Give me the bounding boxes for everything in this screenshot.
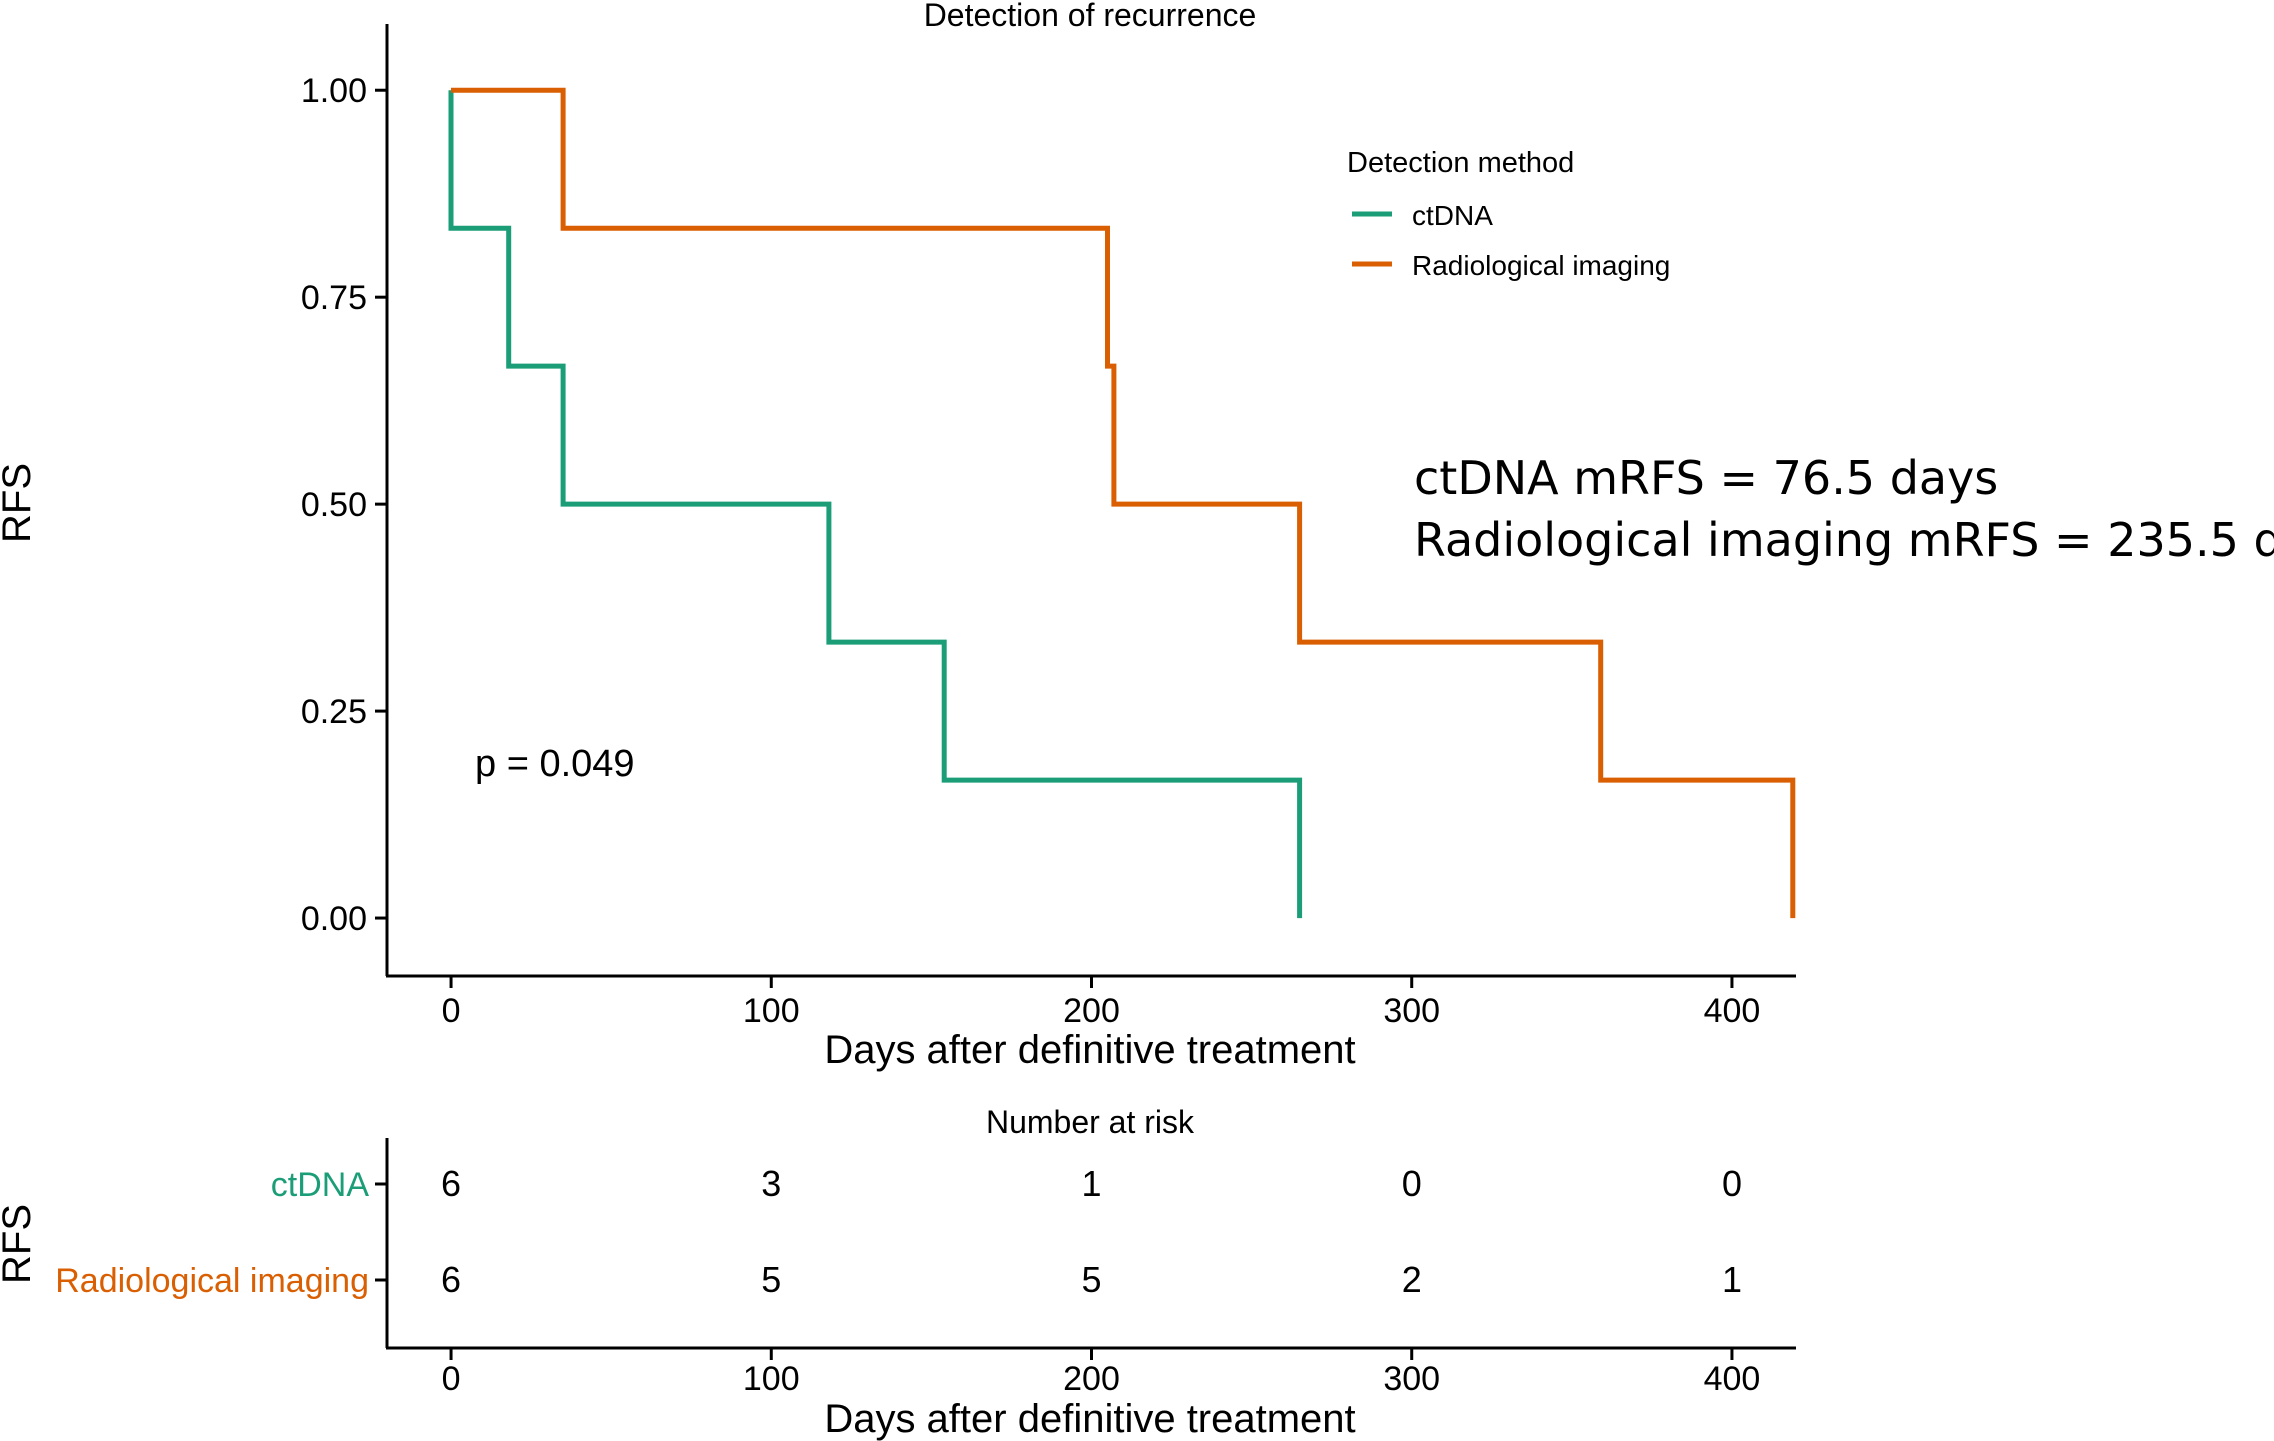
risk-count: 0 bbox=[1722, 1163, 1742, 1204]
risk-row-label: ctDNA bbox=[271, 1166, 370, 1204]
legend-label-ctdna: ctDNA bbox=[1412, 200, 1493, 231]
risk-x-tick-label: 0 bbox=[442, 1360, 461, 1398]
risk-table-title: Number at risk bbox=[986, 1104, 1195, 1140]
km-plot: Detection of recurrence 0.00 0.25 0.50 0.75… bbox=[0, 0, 2274, 1072]
x-tick-label: 100 bbox=[743, 992, 800, 1030]
y-tick-label: 0.25 bbox=[301, 693, 367, 731]
radiological-imaging-curve bbox=[451, 87, 1796, 919]
x-tick-label: 0 bbox=[442, 992, 461, 1030]
risk-count: 1 bbox=[1722, 1259, 1742, 1300]
risk-row-label: Radiological imaging bbox=[55, 1262, 369, 1300]
risk-count: 5 bbox=[1081, 1259, 1101, 1300]
risk-x-tick-label: 100 bbox=[743, 1360, 800, 1398]
y-ticks: 0.00 0.25 0.50 0.75 1.00 bbox=[301, 72, 387, 938]
x-tick-label: 300 bbox=[1383, 992, 1440, 1030]
y-tick-label: 0.50 bbox=[301, 486, 367, 524]
legend-title: Detection method bbox=[1347, 147, 1574, 179]
y-axis-title: RFS bbox=[0, 463, 39, 543]
risk-x-tick-label: 200 bbox=[1063, 1360, 1120, 1398]
x-tick-label: 200 bbox=[1063, 992, 1120, 1030]
ctdna-curve bbox=[448, 90, 1303, 919]
mrfs-ctdna-annotation: ctDNA mRFS = 76.5 days bbox=[1414, 451, 1998, 505]
x-tick-label: 400 bbox=[1704, 992, 1761, 1030]
plot-title: Detection of recurrence bbox=[924, 0, 1257, 33]
risk-rows: ctDNA 6 3 1 0 0 Radiological imaging 6 5 5 2 1 bbox=[55, 1163, 1742, 1300]
x-axis-title: Days after definitive treatment bbox=[824, 1028, 1355, 1072]
y-tick-label: 1.00 bbox=[301, 72, 367, 110]
x-ticks: 0 100 200 300 400 bbox=[442, 976, 1761, 1030]
risk-x-ticks: 0 100 200 300 400 bbox=[442, 1348, 1761, 1398]
risk-x-axis-title: Days after definitive treatment bbox=[824, 1397, 1355, 1441]
y-tick-label: 0.00 bbox=[301, 900, 367, 938]
risk-y-axis-title: RFS bbox=[0, 1204, 39, 1284]
risk-count: 3 bbox=[761, 1163, 781, 1204]
risk-count: 5 bbox=[761, 1259, 781, 1300]
risk-count: 6 bbox=[441, 1163, 461, 1204]
risk-x-tick-label: 400 bbox=[1704, 1360, 1761, 1398]
survival-curves bbox=[448, 87, 1796, 919]
mrfs-radiological-annotation: Radiological imaging mRFS = 235.5 days bbox=[1414, 513, 2274, 567]
risk-count: 6 bbox=[441, 1259, 461, 1300]
y-tick-label: 0.75 bbox=[301, 279, 367, 317]
legend: Detection method ctDNA Radiological imag… bbox=[1347, 147, 1670, 281]
legend-label-radiological: Radiological imaging bbox=[1412, 250, 1670, 281]
risk-count: 1 bbox=[1081, 1163, 1101, 1204]
p-value-annotation: p = 0.049 bbox=[475, 743, 635, 785]
risk-x-tick-label: 300 bbox=[1383, 1360, 1440, 1398]
risk-count: 2 bbox=[1402, 1259, 1422, 1300]
risk-count: 0 bbox=[1402, 1163, 1422, 1204]
